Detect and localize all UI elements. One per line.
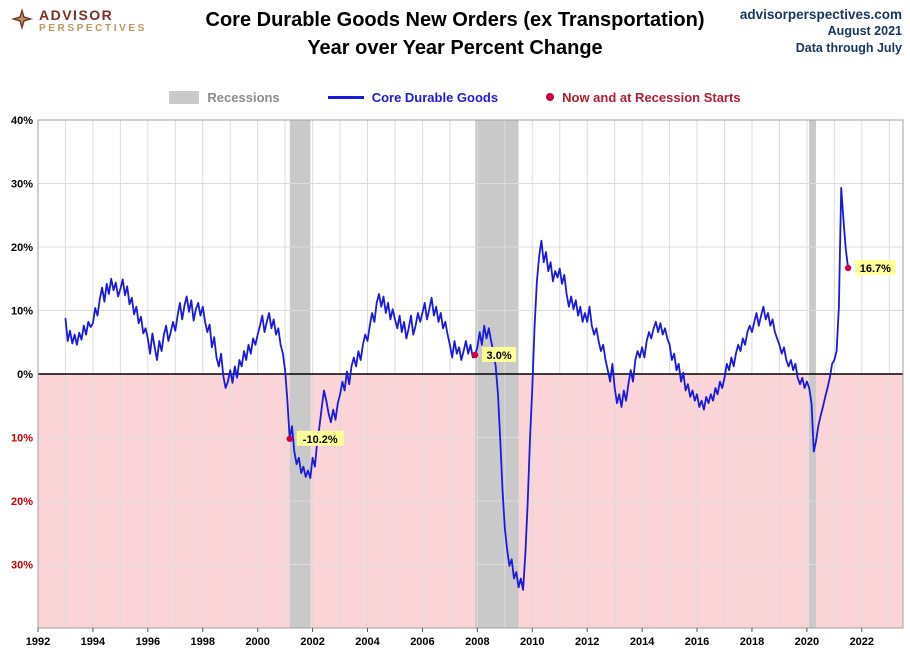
x-tick-label: 2020 bbox=[795, 636, 819, 648]
line-chart: -10.2% 3.0% 16.7% 40% 30% 20% 10% 0% 10% 20% 30% 19… bbox=[11, 115, 904, 648]
y-tick-label: 20% bbox=[11, 242, 33, 254]
chart-title: Core Durable Goods New Orders (ex Transp… bbox=[0, 6, 910, 62]
x-tick-label: 2014 bbox=[630, 636, 655, 648]
x-tick-label: 2008 bbox=[465, 636, 489, 648]
annotation-label: 3.0% bbox=[487, 350, 512, 362]
x-tick-label: 2006 bbox=[410, 636, 434, 648]
x-tick-label: 2012 bbox=[575, 636, 599, 648]
x-tick-label: 1992 bbox=[26, 636, 50, 648]
series-core-durable-goods bbox=[64, 187, 849, 591]
chart-header: ADVISOR PERSPECTIVES Core Durable Goods … bbox=[0, 0, 910, 86]
line-swatch bbox=[327, 95, 364, 99]
brand-logo: ADVISOR PERSPECTIVES bbox=[10, 7, 147, 34]
y-tick-label: 10% bbox=[11, 433, 33, 445]
legend-label: Recessions bbox=[207, 89, 280, 105]
dot-swatch bbox=[546, 93, 555, 101]
legend-label: Now and at Recession Starts bbox=[562, 89, 741, 105]
logo-advisor: ADVISOR bbox=[39, 7, 114, 23]
x-tick-label: 2004 bbox=[355, 636, 380, 648]
y-tick-label: 30% bbox=[11, 560, 33, 572]
annotation-dot bbox=[844, 264, 852, 272]
x-tick-label: 2016 bbox=[685, 636, 709, 648]
x-tick-label: 1998 bbox=[191, 636, 215, 648]
annotation-label-bg bbox=[855, 259, 896, 275]
annotation-label: -10.2% bbox=[303, 434, 338, 446]
y-tick-label: 30% bbox=[11, 179, 33, 191]
logo-perspectives: PERSPECTIVES bbox=[39, 23, 147, 35]
x-tick-label: 1996 bbox=[136, 636, 160, 648]
compass-icon bbox=[11, 8, 33, 30]
legend-item-core-durable-goods: Core Durable Goods bbox=[327, 89, 499, 105]
x-tick-label: 2018 bbox=[740, 636, 764, 648]
plot-border bbox=[37, 119, 904, 629]
x-tick-label: 2010 bbox=[520, 636, 544, 648]
chart-legend: Recessions Core Durable Goods Now and at R… bbox=[0, 86, 910, 108]
legend-item-now-and-at-recession-starts: Now and at Recession Starts bbox=[546, 89, 741, 105]
annotation-dot bbox=[286, 435, 293, 442]
annotation-label: 16.7% bbox=[860, 263, 891, 275]
y-tick-label: 20% bbox=[11, 496, 33, 508]
recession-swatch bbox=[169, 90, 200, 104]
x-tick-label: 2022 bbox=[850, 636, 874, 648]
y-tick-label: 0% bbox=[17, 369, 33, 381]
annotation-label-bg bbox=[482, 346, 517, 362]
source-site: advisorperspectives.com bbox=[739, 7, 902, 22]
annotation-dot bbox=[471, 351, 479, 359]
data-through: Data through July bbox=[795, 41, 902, 55]
y-tick-label: 10% bbox=[11, 306, 33, 318]
chart-meta: advisorperspectives.com August 2021 Data… bbox=[740, 6, 902, 57]
report-date: August 2021 bbox=[827, 24, 902, 38]
logo-text: ADVISOR PERSPECTIVES bbox=[39, 7, 147, 34]
x-tick-label: 1994 bbox=[81, 636, 106, 648]
x-tick-label: 2000 bbox=[245, 636, 269, 648]
title-line-2: Year over Year Percent Change bbox=[307, 37, 603, 59]
legend-label: Core Durable Goods bbox=[371, 89, 499, 105]
legend-item-recessions: Recessions bbox=[169, 89, 280, 105]
y-tick-label: 40% bbox=[11, 115, 33, 127]
annotation-label-bg bbox=[296, 430, 344, 446]
x-tick-label: 2002 bbox=[300, 636, 324, 648]
title-line-1: Core Durable Goods New Orders (ex Transp… bbox=[205, 9, 705, 31]
